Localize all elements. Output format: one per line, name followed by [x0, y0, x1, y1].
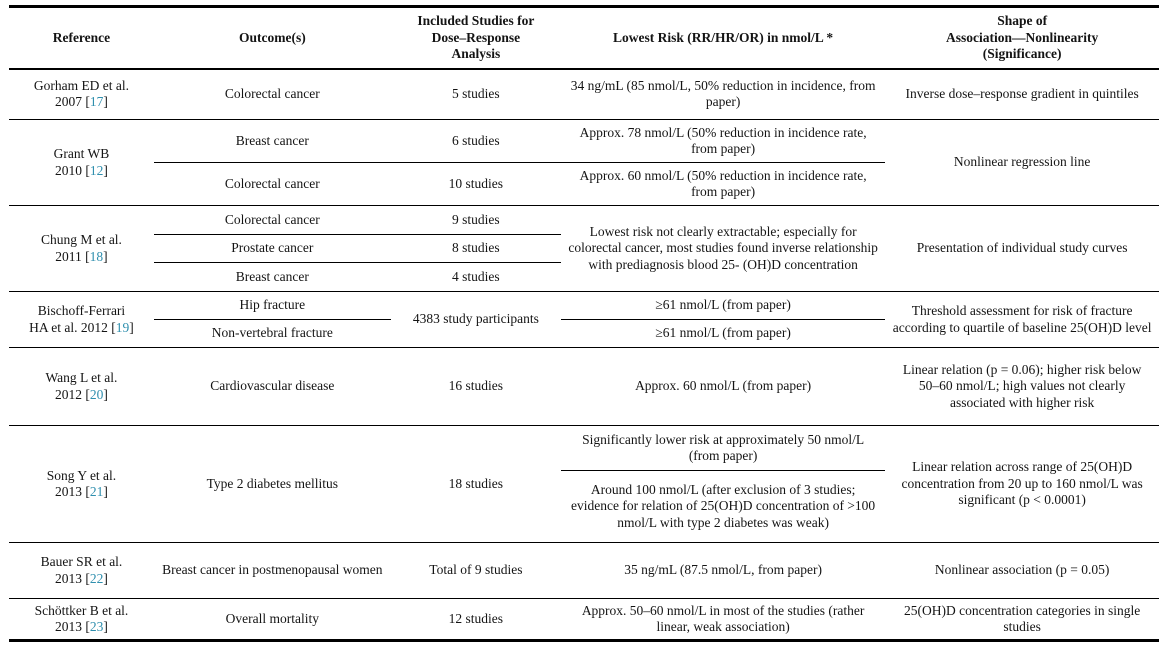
reference-bracket: ] [103, 386, 108, 402]
reference-bracket: ] [103, 248, 108, 264]
col-header-shape: Shape of Association—Nonlinearity (Signi… [885, 6, 1159, 70]
reference-year-cite: 2013 [23] [16, 619, 147, 635]
citation-link[interactable]: 12 [89, 162, 104, 178]
reference-bracket: ] [103, 94, 108, 110]
grant-lowest-risk-1-cell: Approx. 78 nmol/L (50% reduction in inci… [560, 119, 886, 163]
gorham-shape-cell: Inverse dose–response gradient in quinti… [885, 68, 1159, 120]
wang-lowest-risk-cell: Approx. 60 nmol/L (from paper) [560, 347, 886, 426]
citation-link[interactable]: 22 [89, 570, 104, 586]
chung-reference-cell: Chung M et al. 2011 [18] [9, 205, 154, 292]
bauer-outcome-cell: Breast cancer in postmenopausal women [153, 542, 391, 599]
gorham-studies-cell: 5 studies [390, 68, 561, 120]
bauer-shape-cell: Nonlinear association (p = 0.05) [885, 542, 1159, 599]
reference-year: 2013 [ [55, 484, 90, 499]
chung-outcome-1-cell: Colorectal cancer [153, 205, 391, 235]
col-header-included-studies: Included Studies for Dose–Response Analy… [390, 6, 561, 70]
bauer-lowest-risk-cell: 35 ng/mL (87.5 nmol/L, from paper) [560, 542, 886, 599]
reference-bracket: ] [103, 619, 108, 634]
grant-lowest-risk-2-cell: Approx. 60 nmol/L (50% reduction in inci… [579, 167, 867, 199]
grant-outcome-2-cell: Colorectal cancer [224, 175, 320, 191]
citation-link[interactable]: 21 [89, 484, 104, 499]
reference-year: 2012 [ [55, 386, 90, 402]
gorham-lowest-risk-cell: 34 ng/mL (85 nmol/L, 50% reduction in in… [560, 68, 886, 120]
song-outcome-cell: Type 2 diabetes mellitus [153, 425, 391, 543]
song-studies-cell: 18 studies [390, 425, 561, 543]
schottker-reference-cell: Schöttker B et al. 2013 [23] [9, 598, 154, 641]
reference-year-cite: 2012 [20] [16, 387, 147, 403]
gorham-reference-cell: Gorham ED et al. 2007 [17] [9, 68, 154, 120]
reference-year-cite: 2011 [18] [16, 249, 147, 265]
reference-bracket: ] [103, 162, 108, 178]
reference-year: HA et al. 2012 [ [29, 319, 116, 335]
reference-name: Wang L et al. [45, 370, 118, 386]
chung-outcome-3-cell: Breast cancer [235, 268, 309, 284]
reference-year: 2010 [ [55, 162, 90, 178]
bischoff-lowest-risk-2-cell: ≥61 nmol/L (from paper) [655, 325, 791, 341]
reference-name: Bauer SR et al. [40, 554, 123, 570]
reference-name: Schöttker B et al. [34, 602, 129, 618]
grant-studies-2-cell: 10 studies [448, 175, 504, 191]
reference-name: Grant WB [53, 146, 110, 162]
grant-shape-cell: Nonlinear regression line [885, 119, 1159, 206]
reference-bracket: ] [103, 570, 108, 586]
reference-year: 2007 [ [55, 94, 90, 110]
bischoff-reference-cell: Bischoff-Ferrari HA et al. 2012 [19] [9, 291, 154, 348]
reference-year-cite: 2013 [22] [16, 571, 147, 587]
grant-outcome-1-cell: Breast cancer [153, 119, 391, 163]
schottker-lowest-risk-cell: Approx. 50–60 nmol/L in most of the stud… [560, 598, 886, 641]
col-header-outcomes: Outcome(s) [153, 6, 391, 70]
song-lowest-risk-1-cell: Significantly lower risk at approximatel… [560, 425, 886, 471]
bischoff-outcome-2-cell: Non-vertebral fracture [211, 325, 333, 341]
dose-response-review-table: Reference Outcome(s) Included Studies fo… [9, 5, 1159, 642]
schottker-outcome-cell: Overall mortality [153, 598, 391, 641]
bauer-reference-cell: Bauer SR et al. 2013 [22] [9, 542, 154, 599]
reference-year: 2013 [ [55, 570, 90, 586]
chung-studies-3-cell: 4 studies [452, 268, 500, 284]
reference-name: Bischoff-Ferrari [37, 303, 126, 319]
citation-link[interactable]: 23 [89, 619, 104, 634]
song-reference-cell: Song Y et al. 2013 [21] [9, 425, 154, 543]
col-header-reference: Reference [9, 6, 154, 70]
wang-reference-cell: Wang L et al. 2012 [20] [9, 347, 154, 426]
song-lowest-risk-2-cell: Around 100 nmol/L (after exclusion of 3 … [571, 481, 876, 530]
citation-link[interactable]: 19 [115, 319, 130, 335]
wang-shape-cell: Linear relation (p = 0.06); higher risk … [885, 347, 1159, 426]
bischoff-studies-cell: 4383 study participants [390, 291, 561, 348]
reference-year-cite: 2013 [21] [16, 484, 147, 500]
reference-year-cite: HA et al. 2012 [19] [16, 320, 147, 336]
col-header-lowest-risk: Lowest Risk (RR/HR/OR) in nmol/L * [560, 6, 886, 70]
chung-outcome-2-cell: Prostate cancer [153, 234, 391, 263]
schottker-studies-cell: 12 studies [390, 598, 561, 641]
reference-year: 2011 [ [55, 248, 90, 264]
wang-studies-cell: 16 studies [390, 347, 561, 426]
reference-year: 2013 [ [55, 619, 90, 634]
schottker-shape-cell: 25(OH)D concentration categories in sing… [885, 598, 1159, 641]
reference-name: Chung M et al. [40, 232, 122, 248]
wang-outcome-cell: Cardiovascular disease [153, 347, 391, 426]
grant-studies-1-cell: 6 studies [390, 119, 561, 163]
reference-bracket: ] [103, 484, 108, 499]
chung-lowest-risk-cell: Lowest risk not clearly extractable; esp… [560, 205, 886, 292]
reference-name: Gorham ED et al. [33, 77, 130, 93]
citation-link[interactable]: 18 [89, 248, 104, 264]
reference-name: Song Y et al. [46, 467, 117, 483]
bauer-studies-cell: Total of 9 studies [390, 542, 561, 599]
reference-year-cite: 2010 [12] [16, 163, 147, 179]
grant-reference-cell: Grant WB 2010 [12] [9, 119, 154, 206]
reference-bracket: ] [129, 319, 134, 335]
chung-shape-cell: Presentation of individual study curves [885, 205, 1159, 292]
citation-link[interactable]: 17 [89, 94, 104, 110]
chung-studies-2-cell: 8 studies [390, 234, 561, 263]
bischoff-lowest-risk-1-cell: ≥61 nmol/L (from paper) [560, 291, 886, 320]
bischoff-shape-cell: Threshold assessment for risk of fractur… [885, 291, 1159, 348]
song-shape-cell: Linear relation across range of 25(OH)D … [885, 425, 1159, 543]
reference-year-cite: 2007 [17] [16, 94, 147, 110]
citation-link[interactable]: 20 [89, 386, 104, 402]
gorham-outcome-cell: Colorectal cancer [153, 68, 391, 120]
chung-studies-1-cell: 9 studies [390, 205, 561, 235]
bischoff-outcome-1-cell: Hip fracture [153, 291, 391, 320]
